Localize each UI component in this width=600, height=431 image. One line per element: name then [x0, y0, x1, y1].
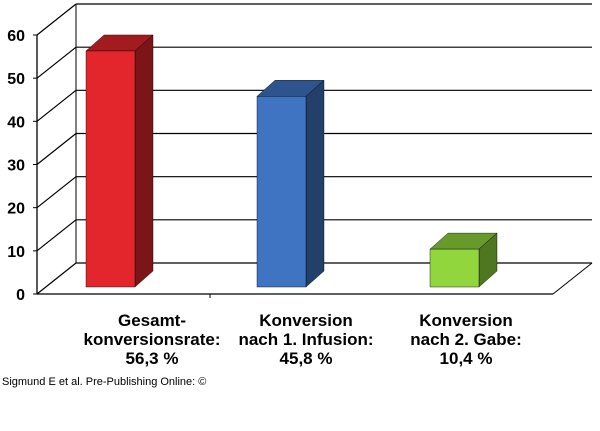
bar-side-face — [305, 79, 325, 288]
y-tick-label: 50 — [7, 71, 25, 88]
gridline-diagonal — [36, 3, 77, 36]
category-label: nach 1. Infusion: — [238, 330, 373, 349]
bar-side-face — [134, 34, 154, 288]
gridline-diagonal — [36, 133, 77, 165]
bar — [256, 96, 307, 288]
y-tick-label: 0 — [16, 287, 25, 304]
category-label: Konversion — [259, 311, 353, 330]
gridline-diagonal — [36, 176, 77, 209]
category-label: 56,3 % — [126, 349, 179, 368]
y-tick-label: 20 — [7, 201, 25, 218]
y-tick-label: 60 — [7, 28, 25, 45]
floor-right-edge — [552, 262, 593, 295]
category-label: Konversion — [419, 311, 513, 330]
y-tick-label: 30 — [7, 158, 25, 175]
category-label: konversionsrate: — [84, 330, 221, 349]
gridline-diagonal — [36, 262, 77, 295]
y-tick-label: 10 — [7, 244, 25, 261]
y-tick-label: 40 — [7, 114, 25, 131]
gridline-diagonal — [36, 89, 77, 122]
bar — [85, 50, 136, 288]
category-label: 10,4 % — [440, 349, 493, 368]
source-credit: Sigmund E et al. Pre-Publishing Online: … — [2, 376, 207, 388]
gridline-diagonal — [36, 46, 77, 79]
gridline-diagonal — [36, 219, 77, 252]
category-label: nach 2. Gabe: — [410, 330, 521, 349]
category-label: Gesamt- — [118, 311, 186, 330]
bar — [429, 248, 480, 288]
category-label: 45,8 % — [280, 349, 333, 368]
